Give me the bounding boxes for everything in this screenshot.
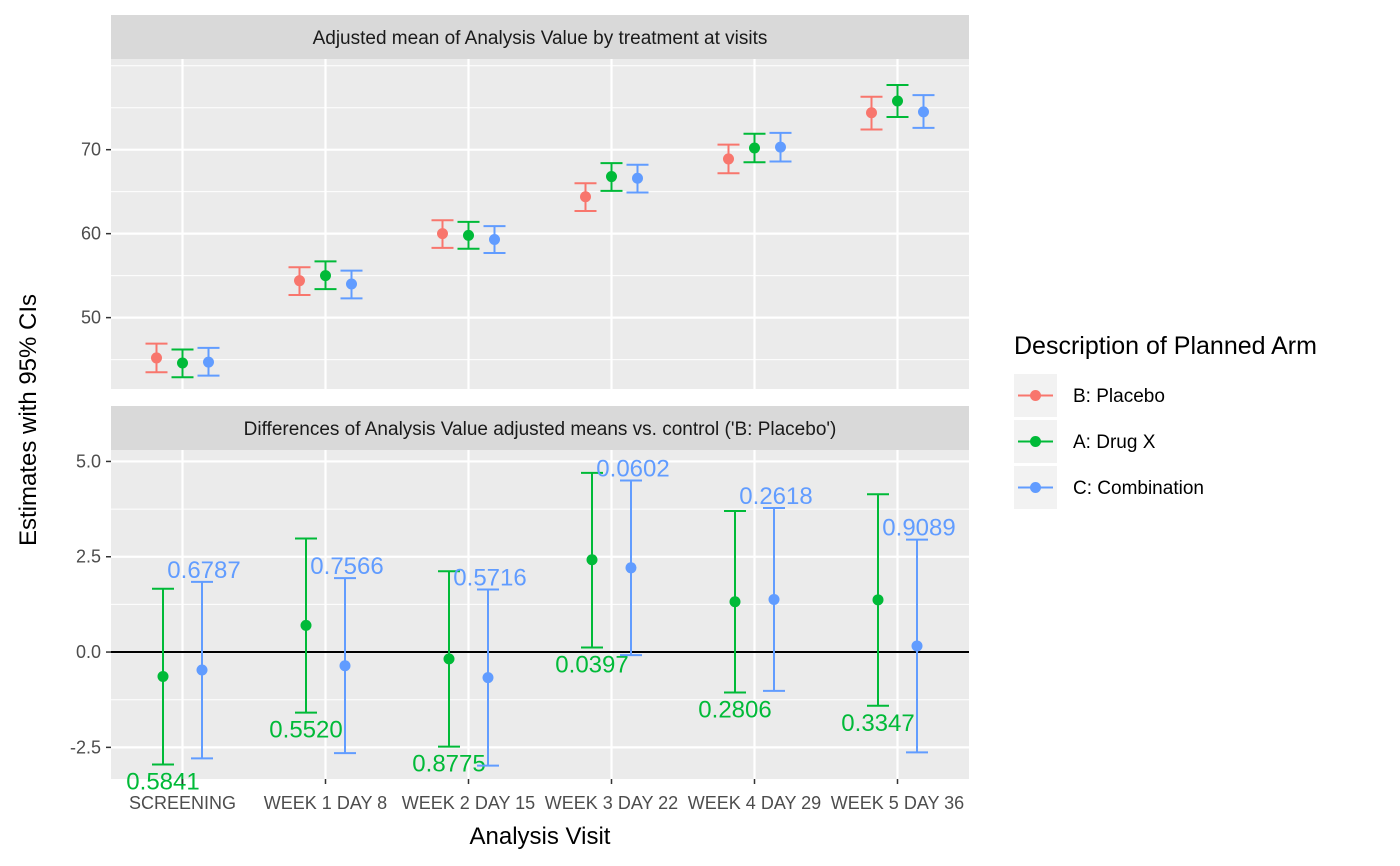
data-point	[463, 229, 474, 241]
data-point	[872, 594, 884, 606]
panel-1: Adjusted mean of Analysis Value by treat…	[81, 15, 969, 389]
y-tick-label: 5.0	[76, 451, 101, 471]
p-value-label: 0.0602	[596, 455, 669, 482]
data-point	[157, 670, 169, 682]
p-value-label: 0.5716	[453, 565, 526, 592]
panel-strip	[111, 406, 969, 450]
data-point	[489, 234, 500, 246]
legend: Description of Planned Arm B: Placebo A: D…	[1014, 332, 1317, 509]
legend-key-point	[1030, 436, 1041, 447]
series-b-placebo	[145, 95, 883, 374]
x-tick-label: WEEK 3 DAY 22	[545, 793, 678, 813]
panel-2: Differences of Analysis Value adjusted m…	[70, 406, 969, 796]
p-value-label: 0.2618	[739, 483, 812, 510]
panel-background	[111, 59, 969, 389]
panel-background	[111, 450, 969, 779]
data-point	[723, 153, 734, 165]
y-tick-label: 2.5	[76, 547, 101, 567]
y-tick-label: 50	[81, 308, 101, 328]
data-point	[346, 278, 357, 290]
y-axis-title: Estimates with 95% CIs	[15, 294, 42, 546]
data-point	[775, 141, 786, 153]
legend-label: B: Placebo	[1073, 386, 1165, 407]
p-value-label: 0.5520	[269, 717, 342, 744]
data-point	[437, 228, 448, 240]
data-point	[768, 593, 780, 605]
y-tick-label: 70	[81, 140, 101, 160]
data-point	[443, 653, 455, 665]
panel-title: Adjusted mean of Analysis Value by treat…	[313, 28, 768, 49]
legend-label: C: Combination	[1073, 478, 1204, 499]
data-point	[866, 107, 877, 119]
series-c-combination: 0.6787 0.7566 0.5716 0.0602 0.2618 0.9089	[167, 455, 956, 767]
x-tick-label: WEEK 1 DAY 8	[264, 793, 387, 813]
data-point	[606, 171, 617, 183]
data-point	[729, 596, 741, 608]
data-point	[749, 142, 760, 154]
data-point	[911, 640, 923, 652]
legend-entry: C: Combination	[1014, 466, 1204, 509]
data-point	[203, 356, 214, 368]
data-point	[580, 191, 591, 203]
legend-entry: B: Placebo	[1014, 374, 1165, 417]
legend-entry: A: Drug X	[1014, 420, 1156, 463]
p-value-label: 0.9089	[882, 515, 955, 542]
data-point	[151, 352, 162, 364]
data-point	[586, 554, 598, 566]
series-a-drug-x	[171, 84, 909, 379]
data-point	[339, 660, 351, 672]
legend-key-point	[1030, 482, 1041, 493]
data-point	[320, 270, 331, 282]
x-tick-label: WEEK 5 DAY 36	[831, 793, 964, 813]
p-value-label: 0.5841	[126, 769, 199, 796]
legend-title: Description of Planned Arm	[1014, 332, 1317, 360]
data-point	[300, 619, 312, 631]
x-tick-label: SCREENING	[129, 793, 236, 813]
p-value-label: 0.2806	[698, 696, 771, 723]
x-tick-label: WEEK 2 DAY 15	[402, 793, 535, 813]
x-tick-label: WEEK 4 DAY 29	[688, 793, 821, 813]
x-axis-title: Analysis Visit	[470, 823, 611, 850]
data-point	[294, 275, 305, 287]
data-point	[892, 95, 903, 107]
panel-strip	[111, 15, 969, 59]
series-c-combination	[197, 94, 935, 377]
legend-label: A: Drug X	[1073, 432, 1156, 453]
p-value-label: 0.8775	[412, 751, 485, 778]
p-value-label: 0.7566	[310, 553, 383, 580]
legend-key-point	[1030, 390, 1041, 401]
y-tick-label: 0.0	[76, 642, 101, 662]
data-point	[632, 172, 643, 184]
p-value-label: 0.3347	[841, 710, 914, 737]
data-point	[625, 562, 637, 574]
panel-title: Differences of Analysis Value adjusted m…	[244, 419, 837, 440]
p-value-label: 0.6787	[167, 557, 240, 584]
data-point	[482, 672, 494, 684]
y-tick-label: 60	[81, 224, 101, 244]
y-tick-label: -2.5	[70, 737, 101, 757]
series-a-drug-x: 0.5841 0.5520 0.8775 0.0397 0.2806 0.3347	[126, 471, 915, 796]
p-value-label: 0.0397	[555, 651, 628, 678]
data-point	[177, 357, 188, 369]
data-point	[918, 106, 929, 118]
data-point	[196, 664, 208, 676]
